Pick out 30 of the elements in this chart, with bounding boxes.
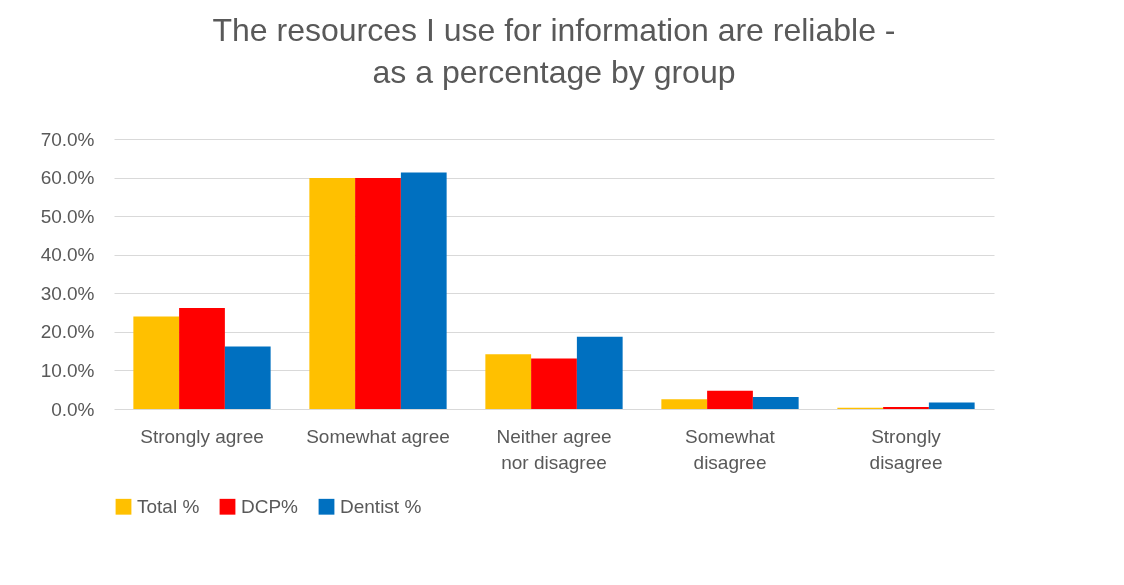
bar	[576, 336, 623, 409]
bar	[400, 172, 447, 409]
chart-title: The resources I use for information are reliable - as a percentage by group	[212, 12, 896, 90]
x-tick-label: Somewhat disagree	[685, 425, 776, 473]
bar	[355, 177, 401, 409]
x-tick-label: Neither agree nor disagree	[496, 425, 612, 473]
y-tick-label: 50.0%	[40, 205, 95, 227]
y-tick-label: 10.0%	[40, 359, 95, 381]
y-tick-label: 30.0%	[40, 282, 95, 304]
x-tick-label: Strongly disagree	[869, 425, 943, 473]
bar	[531, 358, 577, 409]
y-tick-label: 60.0%	[40, 167, 95, 189]
y-tick-label: 0.0%	[51, 398, 95, 420]
y-tick-label: 40.0%	[40, 244, 95, 266]
bar	[224, 346, 271, 409]
bar	[309, 177, 356, 409]
bar	[485, 354, 532, 409]
bar	[133, 316, 180, 409]
bar	[752, 397, 799, 409]
bar	[179, 307, 225, 409]
x-tick-label: Strongly agree	[140, 425, 264, 447]
legend-label: DCP%	[241, 495, 299, 517]
bar	[928, 402, 975, 409]
x-tick-label: Somewhat agree	[306, 425, 450, 447]
legend-label: Dentist %	[340, 495, 422, 517]
bar	[707, 390, 753, 409]
legend-label: Total %	[137, 495, 200, 517]
y-tick-label: 20.0%	[40, 321, 95, 343]
bar	[661, 399, 708, 409]
y-tick-label: 70.0%	[40, 128, 95, 150]
